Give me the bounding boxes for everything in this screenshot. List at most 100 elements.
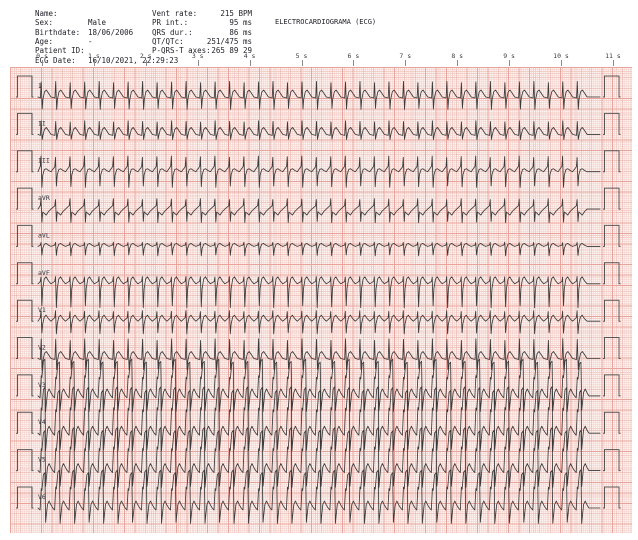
measurement-row: QRS dur.: 86 ms xyxy=(152,28,252,37)
calibration-pulse xyxy=(603,374,621,397)
axis-tick xyxy=(42,60,43,66)
lead-label: II xyxy=(38,119,46,127)
calibration-pulse xyxy=(603,150,621,173)
axis-tick xyxy=(145,60,147,66)
calibration-pulse xyxy=(603,299,621,322)
lead-trace-V4 xyxy=(37,386,601,452)
calibration-pulse xyxy=(16,449,34,472)
patient-row: ECG Date: 16/10/2021, 22:29:23 xyxy=(35,56,195,65)
calibration-pulse xyxy=(16,150,34,173)
field-label: Birthdate: xyxy=(35,27,81,37)
lead-trace-V2 xyxy=(37,338,601,371)
axis-tick xyxy=(509,60,511,66)
patient-row: Patient ID: xyxy=(35,46,195,55)
axis-tick xyxy=(197,60,199,66)
lead-label: V4 xyxy=(38,418,46,426)
field-value: - xyxy=(88,36,93,46)
lead-label: V1 xyxy=(38,306,46,314)
calibration-pulse xyxy=(603,337,621,359)
calibration-pulse xyxy=(603,187,621,210)
calibration-pulse xyxy=(16,486,34,509)
axis-tick-label: 1 s xyxy=(88,52,100,60)
lead-trace-aVF xyxy=(37,276,601,309)
field-label: Patient ID: xyxy=(35,46,85,56)
lead-label: V3 xyxy=(38,381,46,389)
calibration-pulse xyxy=(603,112,621,135)
patient-row: Age: - xyxy=(35,37,195,46)
axis-tick-label: 5 s xyxy=(295,52,308,60)
calibration-pulse xyxy=(603,486,621,509)
calibration-pulse xyxy=(16,299,34,322)
calibration-pulse xyxy=(16,374,34,397)
patient-row: Name: xyxy=(35,9,195,18)
calibration-pulse xyxy=(16,187,34,210)
measurement-row: QT/QTc: 251/475 ms xyxy=(152,37,252,46)
field-label: Age: xyxy=(35,36,54,46)
time-axis: 0 s 1 s 2 s 3 s 4 s 5 s 6 s 7 s 8 s 9 s 10 s 11 s xyxy=(0,52,638,67)
field-label: Vent rate: xyxy=(152,9,198,18)
calibration-pulse xyxy=(603,449,621,472)
axis-tick-label: 8 s xyxy=(451,52,464,60)
lead-trace-II xyxy=(37,120,601,141)
lead-trace-V1 xyxy=(37,310,601,335)
axis-tick xyxy=(301,60,303,66)
field-value: Male xyxy=(88,18,107,28)
lead-label: V6 xyxy=(38,493,46,501)
axis-tick-label: 9 s xyxy=(503,52,515,60)
field-label: ECG Date: xyxy=(35,55,76,65)
calibration-pulse xyxy=(603,224,621,247)
ecg-grid-paper xyxy=(10,67,632,533)
axis-tick-label: 3 s xyxy=(191,52,204,60)
field-label: Sex: xyxy=(35,18,54,28)
measurement-row: P-QRS-T axes: 265 89 29 xyxy=(152,46,252,55)
axis-tick-label: 4 s xyxy=(243,52,256,60)
calibration-pulse xyxy=(603,411,621,434)
report-title: ELECTROCARDIOGRAMA (ECG) xyxy=(275,18,377,26)
field-value: 18/06/2006 xyxy=(88,27,134,37)
field-value: 251/475 ms xyxy=(206,36,252,46)
calibration-pulse xyxy=(16,262,34,285)
field-label: QRS dur.: xyxy=(152,27,193,37)
calibration-pulse xyxy=(603,262,621,285)
lead-label: V2 xyxy=(38,344,46,352)
axis-tick xyxy=(405,60,407,66)
measurement-row: Vent rate: 215 BPM xyxy=(152,9,252,18)
axis-tick xyxy=(612,60,614,66)
lead-label: aVL xyxy=(38,231,50,239)
lead-label: III xyxy=(38,157,50,165)
lead-trace-I xyxy=(37,80,601,110)
axis-tick-label: 10 s xyxy=(553,52,569,60)
field-label: Name: xyxy=(35,9,58,18)
axis-tick-label: 2 s xyxy=(139,52,152,60)
axis-tick xyxy=(93,60,95,66)
field-value: 86 ms xyxy=(229,27,252,37)
calibration-pulse xyxy=(16,411,34,434)
field-value: 215 BPM xyxy=(220,9,252,18)
lead-label: aVR xyxy=(38,194,50,202)
field-value: 265 89 29 xyxy=(211,46,252,56)
field-label: P-QRS-T axes: xyxy=(152,46,211,56)
lead-trace-III xyxy=(37,155,601,188)
field-value: 95 ms xyxy=(229,18,252,28)
patient-row: Sex: Male xyxy=(35,18,195,27)
lead-trace-aVL xyxy=(37,241,601,257)
calibration-pulse xyxy=(16,224,34,247)
axis-tick-label: 7 s xyxy=(399,52,412,60)
lead-label: aVF xyxy=(38,269,50,277)
axis-tick-label: 6 s xyxy=(347,52,360,60)
lead-trace-V3 xyxy=(37,358,601,413)
axis-tick xyxy=(249,60,251,66)
axis-tick xyxy=(561,60,562,66)
axis-tick xyxy=(353,60,355,66)
lead-trace-V5 xyxy=(37,427,601,488)
calibration-pulse xyxy=(16,112,34,135)
field-label: QT/QTc: xyxy=(152,36,184,46)
calibration-pulse xyxy=(16,337,34,359)
field-value: 16/10/2021, 22:29:23 xyxy=(88,55,179,65)
lead-trace-aVR xyxy=(37,198,601,224)
calibration-pulse xyxy=(16,75,34,98)
calibration-pulse xyxy=(603,75,621,98)
axis-tick-label: 0 s xyxy=(36,52,48,60)
